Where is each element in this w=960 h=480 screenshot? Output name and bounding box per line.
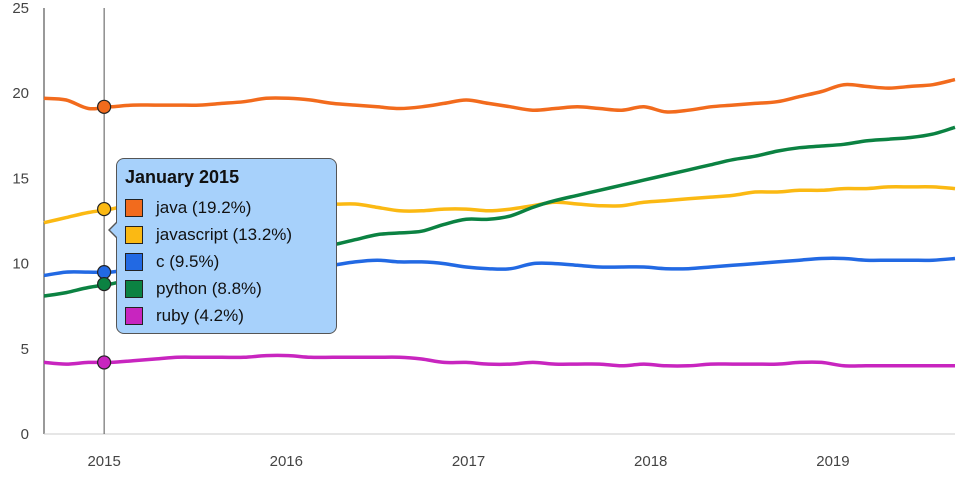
y-axis-ticks: 0 5 10 15 20 25 <box>12 0 29 443</box>
legend-swatch <box>125 306 143 325</box>
y-tick-label: 20 <box>12 85 29 102</box>
x-tick-label: 2019 <box>816 453 849 470</box>
cursor-marker-java[interactable] <box>97 99 112 114</box>
tooltip-item-c: c (9.5%) <box>125 248 326 275</box>
hover-cursor <box>97 8 112 434</box>
y-tick-label: 10 <box>12 256 29 273</box>
tooltip-title: January 2015 <box>125 167 240 187</box>
tooltip-item-label: c (9.5%) <box>156 251 220 271</box>
x-tick-label: 2016 <box>270 453 303 470</box>
tooltip-item-label: ruby (4.2%) <box>156 305 244 325</box>
tooltip-legend: java (19.2%) javascript (13.2%) c (9.5%) py… <box>125 194 326 329</box>
legend-swatch <box>125 225 143 244</box>
series-line-java <box>43 77 956 114</box>
tooltip-item-python: python (8.8%) <box>125 275 326 302</box>
tooltip-item-label: javascript (13.2%) <box>156 224 293 244</box>
x-tick-label: 2017 <box>452 453 485 470</box>
x-axis-ticks: 2015 2016 2017 2018 2019 <box>87 453 849 470</box>
legend-swatch <box>125 198 143 217</box>
tooltip-item-javascript: javascript (13.2%) <box>125 221 326 248</box>
tooltip-item-label: java (19.2%) <box>156 197 252 217</box>
y-tick-label: 15 <box>12 170 29 187</box>
tooltip-item-java: java (19.2%) <box>125 194 326 221</box>
x-tick-label: 2015 <box>87 453 120 470</box>
tooltip-item-label: python (8.8%) <box>156 278 262 298</box>
cursor-marker-javascript[interactable] <box>97 201 112 217</box>
cursor-marker-ruby[interactable] <box>97 355 112 370</box>
x-tick-label: 2018 <box>634 453 667 470</box>
legend-swatch <box>125 252 143 271</box>
y-tick-label: 5 <box>21 341 29 358</box>
cursor-marker-c[interactable] <box>97 265 112 280</box>
hover-tooltip: January 2015 java (19.2%) javascript (13.… <box>108 158 337 334</box>
cursor-marker-python[interactable] <box>97 276 112 292</box>
series-line-ruby <box>43 353 955 368</box>
tooltip-item-ruby: ruby (4.2%) <box>125 302 326 329</box>
legend-swatch <box>125 279 143 298</box>
y-tick-label: 25 <box>12 0 29 17</box>
y-tick-label: 0 <box>21 426 29 443</box>
